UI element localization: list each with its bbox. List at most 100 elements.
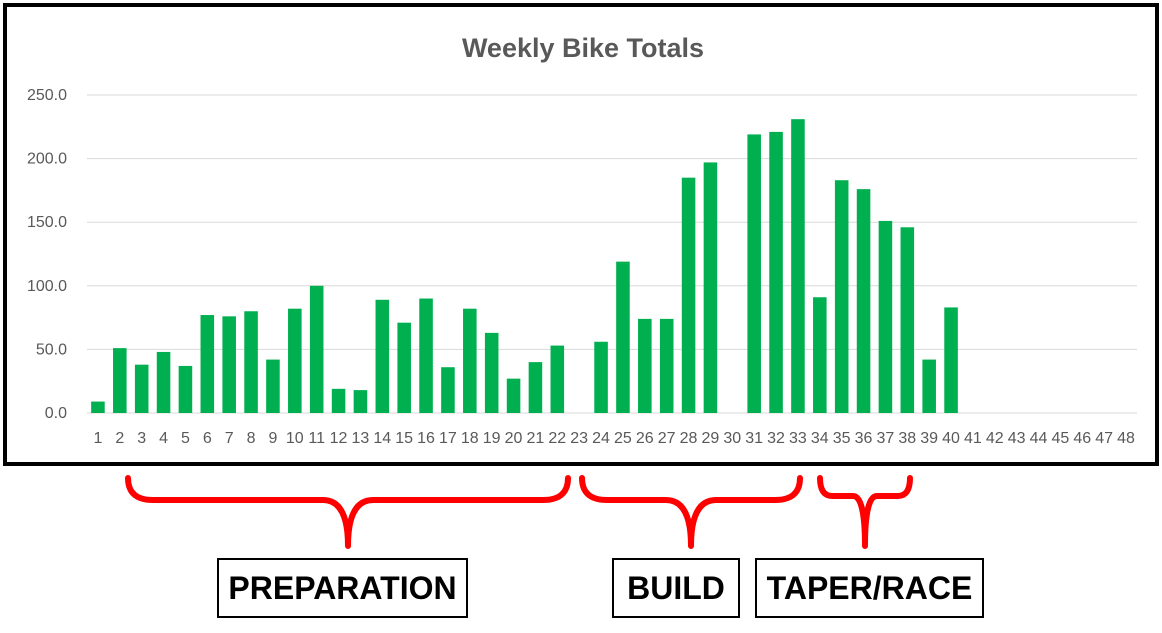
bar-week-6	[200, 315, 215, 413]
y-tick-label: 100.0	[27, 278, 67, 295]
x-tick-label: 40	[942, 430, 960, 447]
bar-week-35	[834, 180, 849, 413]
x-tick-label: 36	[855, 430, 873, 447]
bar-week-13	[353, 390, 368, 413]
x-tick-label: 23	[570, 430, 588, 447]
bar-week-11	[309, 285, 324, 413]
chart-frame: Weekly Bike Totals 0.0 50.0 100.0 150.0 200.…	[3, 3, 1159, 466]
bar-week-34	[813, 297, 827, 413]
x-tick-label: 16	[417, 430, 435, 447]
x-tick-label: 38	[898, 430, 916, 447]
bars	[91, 119, 958, 413]
x-tick-label: 29	[702, 430, 720, 447]
x-tick-label: 26	[636, 430, 654, 447]
x-tick-label: 8	[247, 430, 256, 447]
x-tick-label: 15	[395, 430, 413, 447]
x-tick-label: 21	[527, 430, 545, 447]
bar-week-28	[681, 177, 696, 413]
bar-week-10	[288, 308, 302, 413]
bar-week-24	[594, 341, 608, 413]
bar-week-17	[441, 367, 455, 413]
x-tick-label: 37	[877, 430, 895, 447]
bar-week-38	[900, 227, 915, 413]
x-tick-label: 27	[658, 430, 676, 447]
chart-title: Weekly Bike Totals	[462, 33, 704, 63]
bar-week-8	[244, 311, 258, 413]
x-tick-label: 35	[833, 430, 851, 447]
bar-week-39	[922, 359, 936, 413]
x-tick-label: 48	[1117, 430, 1135, 447]
x-tick-label: 32	[767, 430, 785, 447]
x-tick-label: 5	[181, 430, 190, 447]
bar-week-36	[856, 189, 871, 413]
y-tick-label: 150.0	[27, 214, 67, 231]
bar-week-4	[156, 351, 171, 413]
x-tick-label: 31	[745, 430, 763, 447]
x-tick-label: 44	[1030, 430, 1048, 447]
bar-week-32	[769, 131, 783, 413]
bar-week-5	[178, 365, 193, 413]
x-axis-ticks: 1 2 3 4 5 6 7 8 9 10 11 12 13 14 15 16 17 18 19 20 21 22 23 24 2…	[93, 430, 1135, 447]
x-tick-label: 13	[352, 430, 370, 447]
x-tick-label: 45	[1052, 430, 1070, 447]
x-tick-label: 18	[461, 430, 479, 447]
y-tick-label: 200.0	[27, 151, 67, 168]
bar-chart: Weekly Bike Totals 0.050.0100.0150.0200.…	[27, 33, 1137, 447]
bar-week-40	[944, 307, 958, 413]
x-tick-label: 1	[93, 430, 102, 447]
x-tick-label: 43	[1008, 430, 1026, 447]
x-tick-label: 2	[115, 430, 124, 447]
x-tick-label: 39	[920, 430, 938, 447]
bar-week-3	[134, 364, 149, 413]
bar-week-19	[484, 332, 499, 413]
x-tick-label: 41	[964, 430, 982, 447]
bar-week-16	[419, 298, 433, 413]
x-tick-label: 9	[268, 430, 277, 447]
x-tick-label: 42	[986, 430, 1004, 447]
x-tick-label: 10	[286, 430, 304, 447]
x-tick-label: 4	[159, 430, 168, 447]
x-tick-label: 46	[1073, 430, 1091, 447]
bar-week-29	[703, 162, 718, 413]
x-tick-label: 47	[1095, 430, 1113, 447]
x-tick-label: 22	[548, 430, 566, 447]
bar-week-2	[113, 348, 127, 413]
bar-week-15	[397, 322, 411, 413]
x-tick-label: 20	[505, 430, 523, 447]
bar-week-21	[528, 362, 543, 413]
x-tick-label: 12	[330, 430, 348, 447]
y-tick-label: 250.0	[27, 87, 67, 104]
x-tick-label: 3	[137, 430, 146, 447]
taper-race-brace	[817, 475, 913, 549]
bar-week-18	[463, 308, 477, 413]
x-tick-label: 24	[592, 430, 610, 447]
x-tick-label: 30	[723, 430, 741, 447]
build-brace	[579, 475, 803, 549]
bar-week-37	[878, 220, 893, 413]
preparation-brace	[125, 475, 571, 549]
bar-week-27	[659, 318, 674, 413]
x-tick-label: 14	[373, 430, 391, 447]
bar-week-33	[791, 119, 805, 413]
y-tick-label: 0.0	[45, 405, 67, 422]
bar-week-9	[266, 359, 280, 413]
x-tick-label: 34	[811, 430, 829, 447]
bar-week-7	[222, 316, 236, 413]
bar-week-12	[331, 388, 346, 413]
x-tick-label: 17	[439, 430, 457, 447]
bar-week-1	[91, 401, 105, 413]
x-tick-label: 6	[203, 430, 212, 447]
x-tick-label: 7	[225, 430, 234, 447]
bar-week-25	[616, 261, 630, 413]
bar-week-14	[375, 299, 390, 413]
bar-week-20	[506, 378, 521, 413]
preparation-label: PREPARATION	[217, 558, 468, 618]
x-tick-label: 33	[789, 430, 807, 447]
x-tick-label: 25	[614, 430, 632, 447]
taper-race-label: TAPER/RACE	[755, 558, 984, 618]
bar-week-26	[638, 318, 652, 413]
x-tick-label: 19	[483, 430, 501, 447]
bar-week-31	[747, 134, 761, 413]
build-label: BUILD	[612, 558, 740, 618]
gridlines: 0.0 50.0 100.0 150.0 200.0 250.0	[27, 87, 1137, 422]
